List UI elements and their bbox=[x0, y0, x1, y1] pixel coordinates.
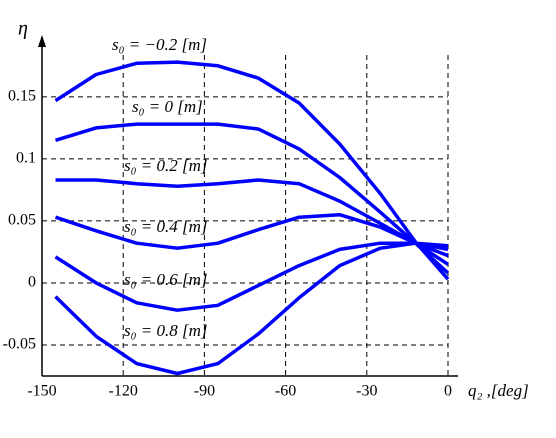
x-tick-label: 0 bbox=[444, 383, 452, 400]
x-tick-label: -120 bbox=[109, 383, 138, 400]
y-tick-label: 0.15 bbox=[8, 88, 36, 105]
x-axis-label: q₂ ,[deg] bbox=[468, 381, 529, 400]
x-tick-label: -60 bbox=[275, 383, 296, 400]
x-tick-label: -90 bbox=[194, 383, 215, 400]
series-label: s₀ = 0.6 [m] bbox=[124, 270, 208, 289]
y-tick-label: 0.05 bbox=[8, 212, 36, 229]
y-tick-label: 0 bbox=[28, 274, 36, 291]
y-axis-arrow bbox=[38, 35, 46, 47]
series-line bbox=[54, 241, 449, 376]
series-label: s₀ = 0.4 [m] bbox=[124, 217, 208, 236]
y-tick-label: 0.1 bbox=[16, 150, 36, 167]
x-tick-label: -30 bbox=[356, 383, 377, 400]
y-tick-label: -0.05 bbox=[3, 336, 36, 353]
series-label: s₀ = 0.8 [m] bbox=[124, 321, 208, 340]
series-label: s₀ = 0.2 [m] bbox=[124, 156, 208, 175]
x-tick-label: -150 bbox=[27, 383, 56, 400]
series-line bbox=[54, 60, 450, 281]
series-line bbox=[54, 212, 449, 258]
series-label: s₀ = 0 [m] bbox=[132, 97, 203, 116]
series-line bbox=[54, 241, 449, 312]
series-label: s₀ = −0.2 [m] bbox=[112, 35, 207, 54]
series-line bbox=[54, 122, 450, 275]
y-axis-label: η bbox=[18, 18, 28, 40]
series-line bbox=[55, 178, 449, 266]
